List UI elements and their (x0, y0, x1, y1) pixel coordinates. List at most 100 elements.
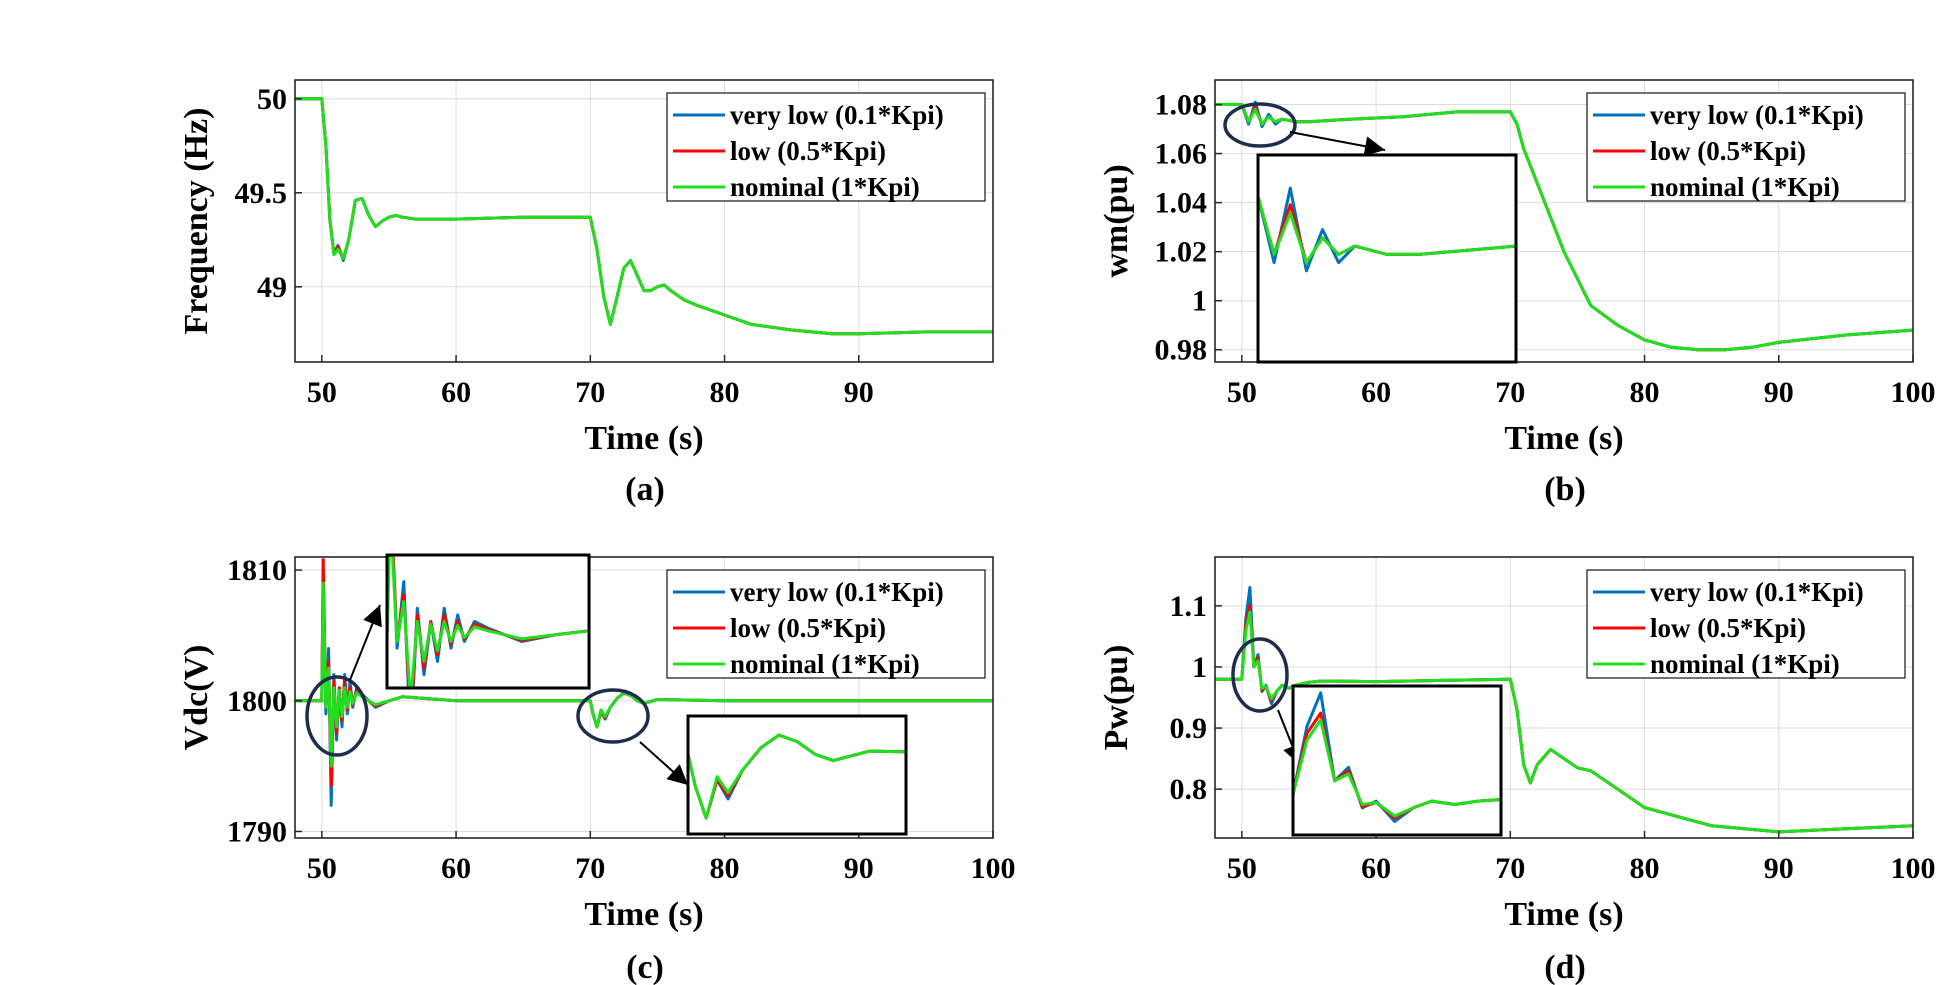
series-line-3 (295, 581, 993, 768)
x-tick-label: 60 (441, 376, 471, 409)
x-tick-label: 80 (1630, 852, 1660, 885)
axes-frame (1214, 79, 1914, 363)
y-tick-label: 0.8 (1170, 773, 1208, 806)
x-axis-label: Time (s) (584, 896, 703, 933)
zoom-ellipse (1231, 637, 1289, 713)
axes-frame (1214, 556, 1914, 839)
y-tick-label: 1790 (227, 815, 287, 848)
legend-entry-3: nominal (1*Kpi) (1650, 172, 1840, 202)
zoom-inset-series (1293, 691, 1501, 823)
zoom-inset-box (1291, 684, 1503, 837)
y-tick-label: 1 (1192, 285, 1207, 318)
panel-c: 50 60 70 80 90 100 1790 1800 1810 Time (s) Vdc(V) (… (178, 553, 1016, 985)
zoom-arrow-head (363, 605, 382, 628)
x-tick-label: 70 (575, 376, 605, 409)
legend-box (666, 92, 986, 202)
panel-b: 50 60 70 80 90 100 0.98 1 1.02 1.04 1.06 1.08 Time (… (1098, 79, 1936, 508)
legend-entry-2: low (0.5*Kpi) (1650, 613, 1806, 643)
y-tick-label: 0.98 (1155, 334, 1208, 367)
y-tick-label: 1810 (227, 554, 287, 587)
series-group (295, 558, 993, 807)
x-tick-label: 60 (441, 852, 471, 885)
zoom-arrow-head (666, 764, 688, 785)
x-tick-label: 100 (971, 852, 1016, 885)
legend: very low (0.1*Kpi) low (0.5*Kpi) nominal (… (1586, 569, 1906, 679)
legend-entry-2: low (0.5*Kpi) (1650, 136, 1806, 166)
series-line-3 (1215, 610, 1913, 834)
y-tick-label: 1.08 (1155, 89, 1208, 122)
y-tick-label: 1.1 (1170, 590, 1208, 623)
zoom-ellipse (576, 688, 650, 744)
series-group (1215, 586, 1913, 834)
legend: very low (0.1*Kpi) low (0.5*Kpi) nominal (… (666, 92, 986, 202)
y-axis-label: Frequency (Hz) (178, 108, 215, 335)
x-tick-label: 80 (710, 852, 740, 885)
x-tick-label: 100 (1891, 852, 1936, 885)
x-tick-label: 60 (1361, 852, 1391, 885)
y-tick-label: 1.02 (1155, 236, 1208, 269)
x-tick-label: 50 (307, 376, 337, 409)
legend-box (666, 569, 986, 679)
y-tick-label: 50 (257, 83, 287, 116)
x-tick-label: 70 (1495, 376, 1525, 409)
series-line-3 (1215, 103, 1913, 352)
zoom-inset-frame (686, 714, 908, 836)
x-tick-label: 50 (307, 852, 337, 885)
zoom-series-line-3 (1258, 194, 1516, 265)
zoom-inset-box (686, 714, 908, 836)
x-tick-label: 70 (1495, 852, 1525, 885)
y-tick-label: 1 (1192, 651, 1207, 684)
x-tick-label: 50 (1227, 376, 1257, 409)
legend-entry-1: very low (0.1*Kpi) (730, 100, 944, 130)
panel-d: 50 60 70 80 90 100 0.8 0.9 1 1.1 Time (s) Pw(pu) (d)… (1098, 556, 1936, 985)
zoom-arrow-head (1363, 136, 1385, 157)
zoom-inset-frame (1256, 153, 1518, 364)
legend-box (1586, 569, 1906, 679)
series-group (295, 97, 993, 336)
y-axis-label: Vdc(V) (178, 645, 215, 751)
x-tick-label: 90 (1764, 852, 1794, 885)
x-tick-label: 90 (1764, 376, 1794, 409)
zoom-inset-frame (1291, 684, 1503, 837)
legend-entry-2: low (0.5*Kpi) (730, 136, 886, 166)
axes-frame (294, 79, 994, 363)
legend-entry-1: very low (0.1*Kpi) (730, 577, 944, 607)
series-group (1215, 100, 1913, 352)
zoom-inset-series (1258, 186, 1516, 273)
panel-a: 50 60 70 80 90 49 49.5 50 Time (s) Frequency (Hz)… (178, 79, 994, 508)
zoom-ellipse (305, 675, 369, 757)
zoom-inset-series (688, 733, 906, 820)
y-axis-label: Pw(pu) (1098, 645, 1135, 751)
legend-box (1586, 92, 1906, 202)
x-tick-label: 50 (1227, 852, 1257, 885)
panel-caption: (d) (1544, 949, 1586, 985)
panel-caption: (c) (626, 949, 664, 985)
x-tick-label: 90 (844, 852, 874, 885)
zoom-inset-frame (385, 553, 591, 690)
y-tick-label: 1.04 (1155, 187, 1208, 220)
legend-entry-3: nominal (1*Kpi) (730, 649, 920, 679)
zoom-ellipse (1223, 102, 1297, 148)
panel-caption: (b) (1544, 471, 1586, 508)
legend-entry-2: low (0.5*Kpi) (730, 613, 886, 643)
x-tick-label: 70 (575, 852, 605, 885)
y-tick-label: 1.06 (1155, 138, 1208, 171)
x-tick-label: 90 (844, 376, 874, 409)
zoom-inset-series (387, 555, 589, 688)
y-tick-label: 49.5 (235, 177, 288, 210)
series-line-3 (295, 97, 993, 336)
legend: very low (0.1*Kpi) low (0.5*Kpi) nominal (… (666, 569, 986, 679)
y-axis-label: wm(pu) (1098, 164, 1135, 277)
y-tick-label: 0.9 (1170, 712, 1208, 745)
x-tick-label: 100 (1891, 376, 1936, 409)
x-tick-label: 60 (1361, 376, 1391, 409)
y-tick-label: 49 (257, 271, 287, 304)
axes-frame (294, 556, 994, 839)
zoom-series-line-3 (387, 555, 589, 688)
legend-entry-1: very low (0.1*Kpi) (1650, 577, 1864, 607)
x-tick-label: 80 (710, 376, 740, 409)
zoom-inset-box (1256, 153, 1518, 364)
zoom-series-line-3 (688, 733, 906, 820)
legend-entry-3: nominal (1*Kpi) (730, 172, 920, 202)
